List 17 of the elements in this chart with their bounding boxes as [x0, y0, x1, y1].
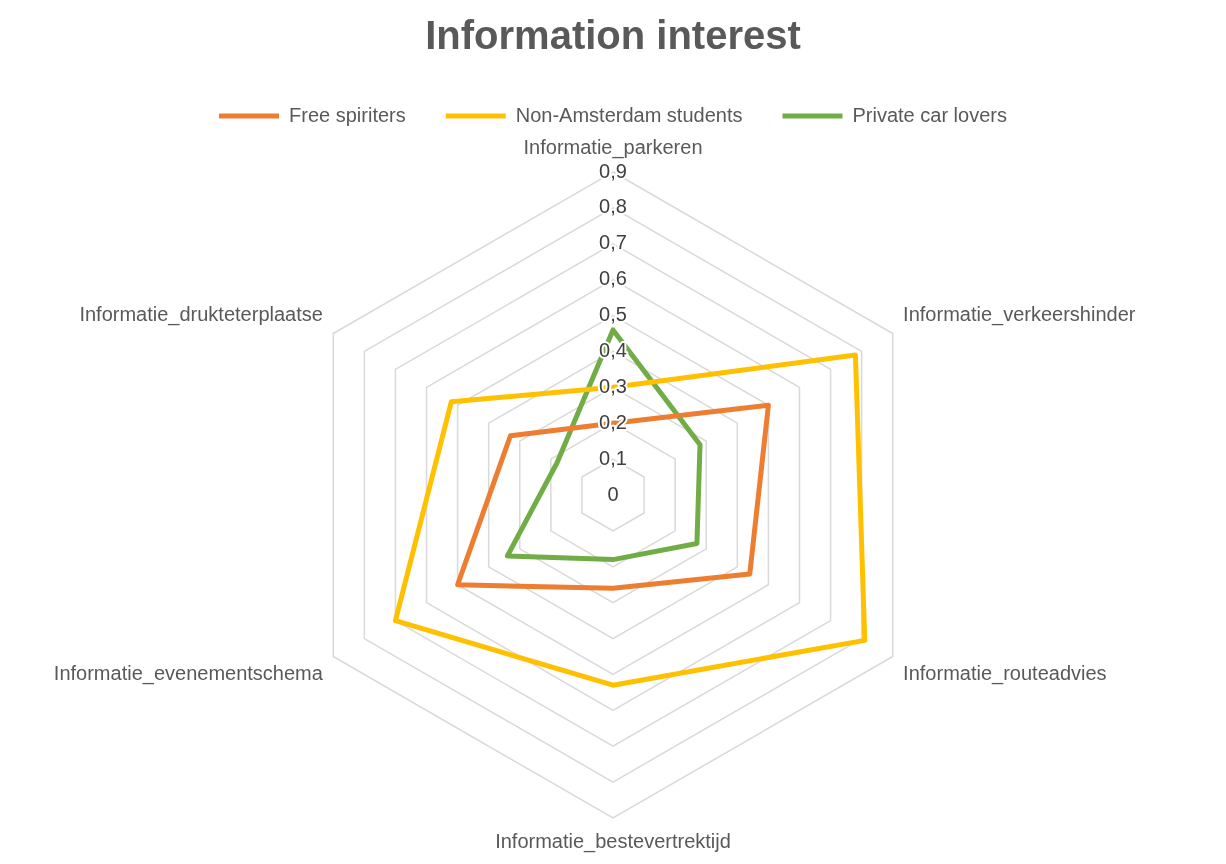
y-tick-label: 0,8: [599, 195, 627, 218]
y-tick-label: 0,9: [599, 159, 627, 182]
chart-title: Information interest: [425, 13, 801, 58]
y-tick-label: 0,6: [599, 267, 627, 290]
y-tick-label: 0: [607, 482, 619, 505]
spoke-label: Informatie_evenementschema: [53, 662, 324, 686]
spoke-label: Informatie_verkeershinder: [903, 303, 1136, 327]
y-tick-label: 0,5: [599, 303, 627, 326]
legend-label: Free spiriters: [289, 103, 406, 126]
spoke-label: Informatie_drukteterplaatse: [79, 303, 323, 327]
legend-label: Private car lovers: [852, 103, 1007, 126]
y-tick-label: 0,7: [599, 231, 627, 254]
spoke-label: Informatie_parkeren: [523, 135, 703, 159]
legend-label: Non-Amsterdam students: [515, 103, 743, 126]
y-tick-label: 0,1: [599, 446, 627, 469]
spoke-label: Informatie_routeadvies: [903, 662, 1107, 686]
spoke-label: Informatie_bestevertrektijd: [495, 829, 731, 853]
